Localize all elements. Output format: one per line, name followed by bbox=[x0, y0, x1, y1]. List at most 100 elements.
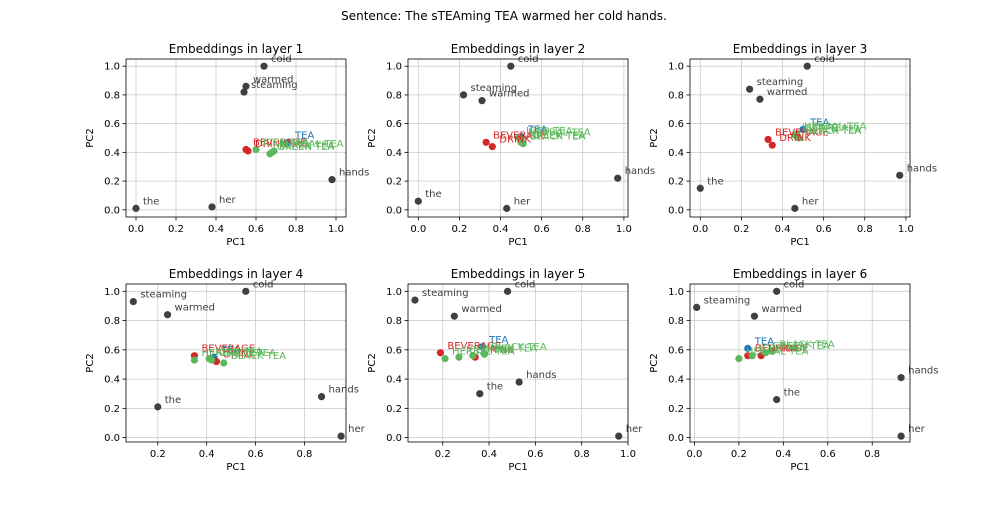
point-tea bbox=[284, 138, 292, 146]
point-hands bbox=[515, 378, 523, 386]
point-drink bbox=[488, 143, 496, 151]
y-tick-label: 0.2 bbox=[104, 404, 120, 415]
point-warmed bbox=[756, 95, 764, 103]
x-tick-label: 0.6 bbox=[820, 449, 836, 460]
x-axis-label: PC1 bbox=[790, 237, 809, 248]
point-label-warmed: warmed bbox=[767, 87, 807, 98]
point-label-iced-tea: ICED TEA bbox=[263, 137, 310, 148]
x-axis-label: PC1 bbox=[508, 237, 527, 248]
point-label-her: her bbox=[626, 424, 643, 435]
x-tick-label: 0.6 bbox=[248, 224, 264, 235]
x-axis-label: PC1 bbox=[790, 462, 809, 473]
point-label-green-tea: GREEN TEA bbox=[804, 125, 861, 136]
point-label-cold: cold bbox=[814, 54, 835, 65]
point-label-black-tea: BLACK TEA bbox=[231, 351, 286, 362]
y-axis-label: PC2 bbox=[85, 353, 96, 372]
point-iced-tea bbox=[252, 145, 260, 154]
point-hands bbox=[328, 176, 336, 184]
y-tick-label: 1.0 bbox=[386, 287, 402, 298]
x-tick-label: 0.2 bbox=[733, 224, 749, 235]
point-drink bbox=[768, 141, 776, 149]
point-iced-tea bbox=[748, 352, 756, 360]
x-tick-label: 0.4 bbox=[199, 449, 215, 460]
y-tick-label: 0.6 bbox=[104, 345, 120, 356]
point-label-her: her bbox=[802, 196, 819, 207]
x-tick-label: 0.8 bbox=[574, 449, 590, 460]
x-tick-label: 0.0 bbox=[692, 224, 708, 235]
x-tick-label: 1.0 bbox=[620, 449, 636, 460]
point-label-the: the bbox=[165, 395, 181, 406]
y-tick-label: 0.4 bbox=[386, 148, 402, 159]
x-tick-label: 0.4 bbox=[208, 224, 224, 235]
point-label-the: the bbox=[784, 388, 800, 399]
plot-area bbox=[126, 59, 346, 217]
point-label-steaming: steaming bbox=[422, 288, 469, 299]
x-tick-label: 1.0 bbox=[328, 224, 344, 235]
x-tick-label: 1.0 bbox=[616, 224, 632, 235]
point-label-steaming: steaming bbox=[757, 77, 804, 88]
point-her bbox=[791, 204, 799, 212]
point-green-tea bbox=[761, 349, 770, 357]
point-label-black-tea: BLACK TEA bbox=[806, 126, 861, 137]
point-warmed bbox=[478, 97, 486, 105]
plot-frame bbox=[125, 283, 347, 443]
y-tick-label: 0.6 bbox=[386, 345, 402, 356]
point-herbal-tea bbox=[441, 355, 449, 363]
point-herbal-tea bbox=[190, 356, 199, 364]
chart-1: 0.0 0.2 0.4 0.6 0.8 1.0 0.0 0.2 0.4 0.6 0.8 1.0 the h… bbox=[85, 42, 369, 248]
x-tick-label: 0.0 bbox=[410, 224, 426, 235]
point-label-her: her bbox=[219, 195, 236, 206]
y-tick-label: 0.8 bbox=[668, 316, 684, 327]
point-tea bbox=[744, 344, 752, 352]
x-tick-label: 0.4 bbox=[481, 449, 497, 460]
point-warmed bbox=[163, 311, 172, 319]
y-axis-label: PC2 bbox=[649, 128, 660, 147]
point-label-warmed: warmed bbox=[461, 304, 501, 315]
x-axis-label: PC1 bbox=[226, 462, 245, 473]
point-cold bbox=[242, 287, 250, 295]
y-tick-label: 0.2 bbox=[668, 404, 684, 415]
y-tick-label: 0.6 bbox=[668, 345, 684, 356]
x-tick-label: 0.0 bbox=[128, 224, 144, 235]
point-label-black-tea: BLACK TEA bbox=[279, 140, 334, 151]
plot-area bbox=[126, 284, 346, 442]
chart-title: Embeddings in layer 4 bbox=[169, 267, 303, 281]
y-tick-label: 1.0 bbox=[668, 287, 684, 298]
chart-title: Embeddings in layer 6 bbox=[733, 267, 867, 281]
point-green-tea bbox=[469, 352, 477, 360]
point-label-herbal-tea: HERBAL TEA bbox=[528, 127, 591, 138]
point-label-the: the bbox=[425, 189, 441, 200]
x-tick-label: 0.6 bbox=[816, 224, 832, 235]
point-her bbox=[208, 203, 216, 211]
x-tick-label: 0.6 bbox=[534, 224, 550, 235]
point-label-her: her bbox=[348, 424, 365, 435]
point-label-herbal-tea: HERBAL TEA bbox=[804, 122, 867, 133]
point-label-black-tea: BLACK TEA bbox=[491, 342, 546, 353]
y-tick-label: 0.0 bbox=[104, 205, 120, 216]
point-the bbox=[696, 184, 704, 192]
point-label-black-tea: BLACK TEA bbox=[530, 132, 585, 143]
point-label-green-tea: GREEN TEA bbox=[773, 341, 830, 352]
point-label-beverage: BEVERAGE bbox=[775, 127, 829, 138]
point-label-hands: hands bbox=[908, 366, 938, 377]
point-label-iced-tea: ICED TEA bbox=[759, 344, 806, 355]
x-tick-label: 0.8 bbox=[857, 224, 873, 235]
point-label-her: her bbox=[514, 196, 531, 207]
point-label-steaming: steaming bbox=[140, 290, 187, 301]
point-steaming bbox=[459, 91, 468, 99]
point-hands bbox=[897, 374, 905, 382]
y-tick-label: 1.0 bbox=[386, 62, 402, 73]
point-the bbox=[414, 197, 422, 205]
plot-frame bbox=[407, 58, 629, 218]
x-tick-label: 0.2 bbox=[731, 449, 747, 460]
y-axis-label: PC2 bbox=[85, 128, 96, 147]
point-beverage bbox=[436, 349, 445, 357]
point-hands bbox=[614, 174, 622, 182]
y-tick-label: 0.4 bbox=[104, 148, 120, 159]
point-her bbox=[337, 432, 345, 440]
point-label-warmed: warmed bbox=[489, 89, 529, 100]
plot-frame bbox=[689, 283, 911, 443]
x-axis-label: PC1 bbox=[226, 237, 245, 248]
chart-title: Embeddings in layer 5 bbox=[451, 267, 585, 281]
point-steaming bbox=[411, 296, 419, 304]
